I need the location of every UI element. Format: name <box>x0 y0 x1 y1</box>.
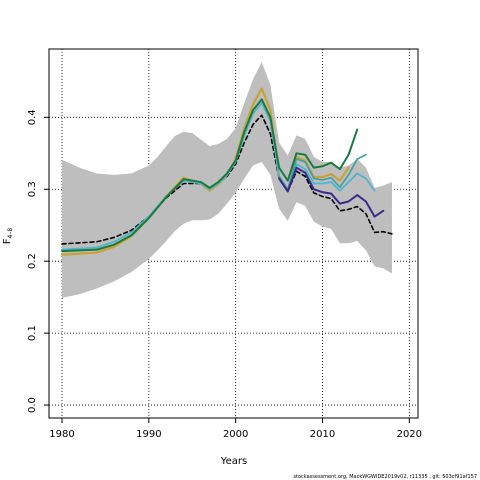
x-tick-label-1: 1990 <box>136 429 161 440</box>
y-axis: 0.0 0.1 0.2 0.3 0.4 <box>27 109 49 413</box>
x-axis: 1980 1990 2000 2010 2020 <box>49 418 422 440</box>
y-tick-label-3: 0.3 <box>27 181 38 197</box>
y-tick-label-4: 0.4 <box>27 109 38 125</box>
y-axis-title-main: F <box>2 238 13 244</box>
y-tick-label-1: 0.1 <box>27 325 38 341</box>
y-axis-title: F4–8 <box>2 228 14 245</box>
x-tick-label-0: 1980 <box>49 429 74 440</box>
series-line-3 <box>278 153 367 191</box>
x-axis-title: Years <box>220 456 247 467</box>
series-line-5 <box>278 166 385 218</box>
x-tick-label-3: 2010 <box>310 429 335 440</box>
y-axis-title-subscript: 4–8 <box>7 228 14 239</box>
confidence-band-area <box>62 61 392 298</box>
confidence-band <box>62 61 392 298</box>
y-tick-label-0: 0.0 <box>27 397 38 413</box>
x-tick-label-4: 2020 <box>397 429 422 440</box>
plot-frame <box>48 48 419 419</box>
y-tick-label-2: 0.2 <box>27 253 38 269</box>
footer-credit: stockassessment.org, MackWGWIDE2019v02, … <box>293 474 477 480</box>
series-group <box>60 87 393 256</box>
x-tick-label-2: 2000 <box>223 429 248 440</box>
series-line-4 <box>61 98 359 253</box>
